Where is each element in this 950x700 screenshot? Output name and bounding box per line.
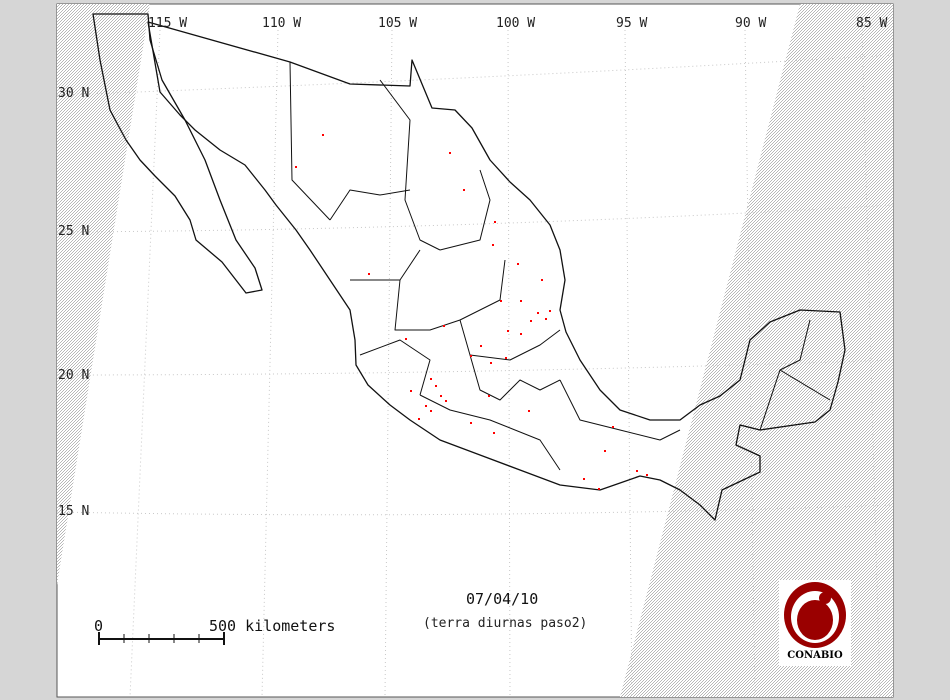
fire-point	[488, 395, 490, 397]
fire-point	[528, 410, 530, 412]
fire-point	[604, 450, 606, 452]
fire-point	[430, 378, 432, 380]
fire-point	[494, 221, 496, 223]
fire-point	[449, 152, 451, 154]
fire-point	[583, 478, 585, 480]
lon-label: 95 W	[616, 16, 648, 31]
fire-point	[500, 300, 502, 302]
fire-point	[425, 405, 427, 407]
fire-point	[443, 325, 445, 327]
fire-point	[612, 426, 614, 428]
lon-label: 100 W	[496, 16, 536, 31]
scale-end-label: 500 kilometers	[209, 617, 336, 635]
lat-label: 30 N	[58, 86, 90, 101]
country-outline	[92, 13, 846, 521]
lon-label: 110 W	[262, 16, 302, 31]
fire-point	[470, 355, 472, 357]
graticule	[56, 29, 894, 698]
fire-point	[440, 395, 442, 397]
outside-swath-right	[620, 4, 893, 697]
fire-hotspots	[295, 134, 648, 490]
fire-point	[530, 320, 532, 322]
logo-text: CONABIO	[787, 650, 843, 661]
fire-point	[430, 410, 432, 412]
fire-point	[646, 474, 648, 476]
fire-point	[549, 310, 551, 312]
fire-point	[445, 400, 447, 402]
lon-label: 90 W	[735, 16, 767, 31]
fire-point	[410, 390, 412, 392]
lon-label: 105 W	[378, 16, 418, 31]
fire-point	[463, 189, 465, 191]
conabio-logo: CONABIO	[779, 580, 851, 666]
lat-label: 25 N	[58, 224, 90, 239]
fire-point	[480, 345, 482, 347]
fire-point	[418, 418, 420, 420]
logo-emblem	[784, 582, 846, 648]
lon-label: 85 W	[856, 16, 888, 31]
scale-start-label: 0	[94, 617, 104, 635]
lon-label: 115 W	[148, 16, 188, 31]
fire-point	[492, 244, 494, 246]
fire-point	[405, 338, 407, 340]
fire-point	[505, 357, 507, 359]
subtitle: (terra diurnas paso2)	[423, 616, 588, 631]
fire-point	[368, 273, 370, 275]
fire-point	[537, 312, 539, 314]
fire-point	[295, 166, 297, 168]
fire-point	[490, 362, 492, 364]
lat-label: 20 N	[58, 368, 90, 383]
fire-point	[545, 318, 547, 320]
date-label: 07/04/10	[466, 590, 539, 608]
fire-point	[507, 330, 509, 332]
fire-point	[520, 333, 522, 335]
fire-point	[435, 385, 437, 387]
fire-point	[636, 470, 638, 472]
fire-point	[517, 263, 519, 265]
fire-point	[493, 432, 495, 434]
baja-california-peninsula	[92, 13, 263, 294]
outside-swath-left	[57, 4, 150, 585]
lat-label: 15 N	[58, 504, 90, 519]
fire-point	[322, 134, 324, 136]
state-boundaries	[289, 61, 831, 471]
fire-point	[541, 279, 543, 281]
fire-point	[520, 300, 522, 302]
scale-bar	[98, 632, 225, 645]
fire-point	[598, 488, 600, 490]
fire-point	[470, 422, 472, 424]
